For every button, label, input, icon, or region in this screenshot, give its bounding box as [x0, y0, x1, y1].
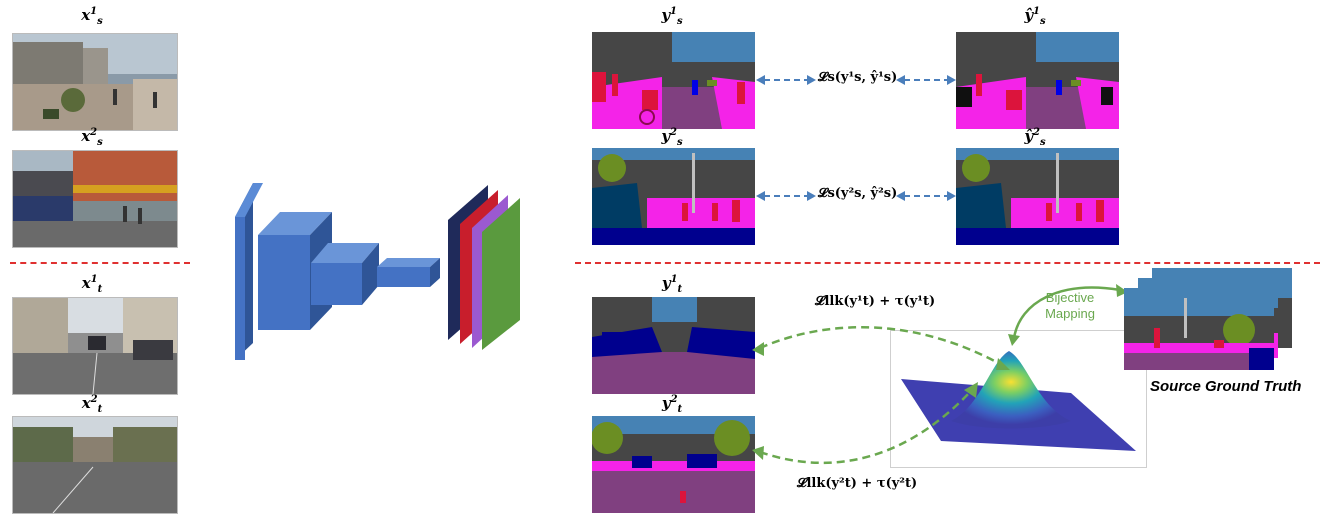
target-pred-map-2	[592, 416, 755, 513]
loss-source-1: 𝓛s(y¹s, ŷ¹s)	[818, 70, 898, 85]
source-image-2	[12, 150, 178, 248]
target-image-2	[12, 416, 178, 514]
target-pred-map-1	[592, 297, 755, 394]
loss-source-2: 𝓛s(y²s, ŷ²s)	[818, 186, 898, 201]
loss-target-1: 𝓛llk(y¹t) + τ(y¹t)	[815, 294, 936, 309]
bijective-arrow	[1000, 272, 1140, 352]
label-ys2-hat: ŷ2s	[1024, 127, 1046, 148]
separator-right	[575, 262, 1320, 264]
label-xs2: x2s	[81, 127, 103, 148]
target-image-1	[12, 297, 178, 395]
label-xs1: x1s	[81, 6, 103, 27]
source-gt-stack	[1120, 268, 1300, 378]
source-pred-map-1	[956, 32, 1119, 129]
loss-target-2: 𝓛llk(y²t) + τ(y²t)	[797, 476, 918, 491]
label-ys2: y2s	[661, 127, 683, 148]
loss-arrow-source-1	[756, 70, 956, 90]
loss-arrow-source-2	[756, 186, 956, 206]
separator-left	[10, 262, 190, 264]
output-feature-maps	[440, 180, 530, 350]
label-yt1: y1t	[661, 274, 683, 295]
source-pred-map-2	[956, 148, 1119, 245]
loss-arrow-target	[752, 270, 1072, 480]
label-xt2: x2t	[81, 394, 103, 415]
source-image-1	[12, 33, 178, 131]
label-yt2: y2t	[661, 394, 683, 415]
label-xt1: x1t	[81, 274, 103, 295]
source-gt-map-2	[592, 148, 755, 245]
density-plot	[890, 330, 1147, 468]
label-ys1-hat: ŷ1s	[1024, 6, 1046, 27]
source-gt-caption: Source Ground Truth	[1150, 378, 1302, 395]
segmentation-network	[225, 175, 525, 370]
label-ys1: y1s	[661, 6, 683, 27]
bijective-mapping-label: Bijective Mapping	[1045, 290, 1095, 321]
source-gt-map-1	[592, 32, 755, 129]
